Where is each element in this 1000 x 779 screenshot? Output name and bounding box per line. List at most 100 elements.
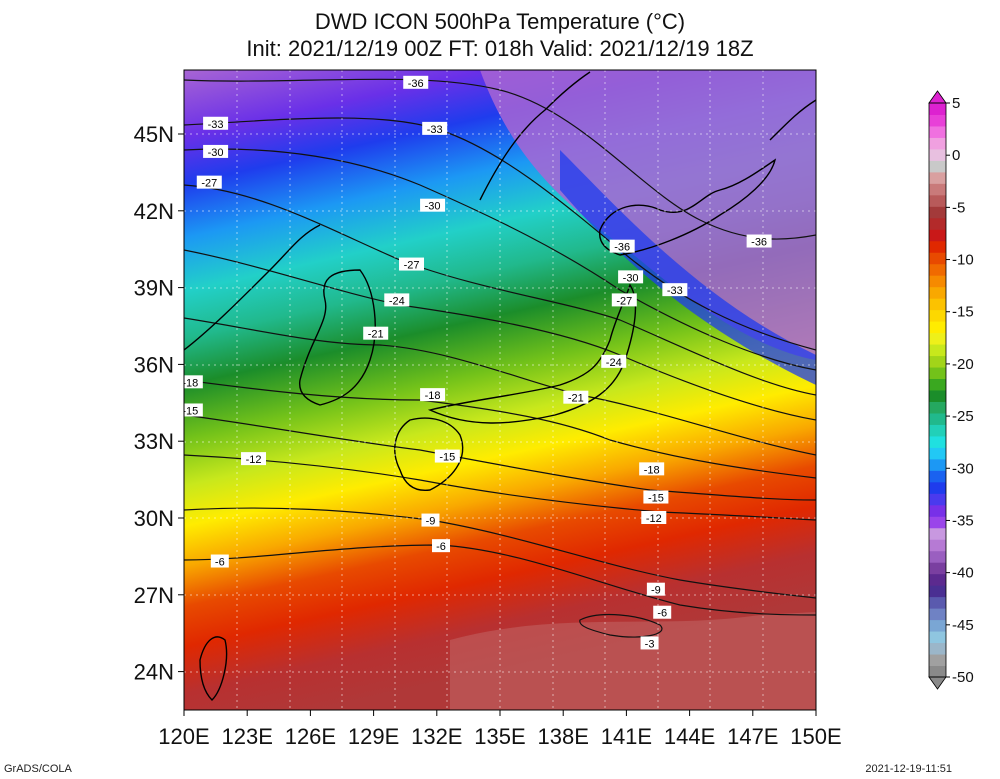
colorbar-segment [929, 332, 946, 345]
contour-label-bg [403, 75, 429, 89]
colorbar-segment [929, 654, 946, 667]
colorbar-segment [929, 103, 946, 115]
contour-label: -33 [203, 116, 229, 131]
contour-label-text: -15 [439, 452, 455, 464]
contour-label-text: -24 [606, 357, 622, 369]
y-tick-label: 33N [134, 429, 174, 454]
colorbar-segment [929, 585, 946, 598]
contour-label-text: -36 [408, 78, 424, 90]
contour-label-text: -3 [645, 638, 655, 650]
contour-label-bg [653, 605, 672, 619]
contour-label-bg [746, 234, 772, 248]
contour-label: -36 [609, 239, 635, 254]
colorbar-segment [929, 458, 946, 471]
contour-label-text: -18 [182, 377, 198, 389]
colorbar-segment [929, 412, 946, 425]
contour-label-bg [384, 293, 410, 307]
contour-label-bg [643, 490, 669, 504]
map-title-line2: Init: 2021/12/19 00Z FT: 018h Valid: 202… [246, 36, 754, 61]
colorbar-tick-label: -35 [952, 512, 974, 529]
contour-label-bg [646, 582, 665, 596]
contour-label: -3 [640, 636, 659, 650]
x-tick-label: 138E [538, 724, 589, 749]
colorbar-tick-label: -25 [952, 408, 974, 425]
contour-label-text: -21 [568, 393, 584, 405]
x-tick-label: 126E [285, 724, 336, 749]
colorbar-tick-label: -10 [952, 252, 974, 269]
contour-labels: -36 -33 -33 -30 -27 -30 -36 -36 -27 -30 -33 -24 -27 -… [182, 75, 772, 650]
colorbar-segment [929, 550, 946, 563]
contour-label-text: -12 [246, 454, 262, 466]
y-tick-label: 39N [134, 276, 174, 301]
contour-label-text: -9 [651, 585, 661, 597]
contour-label: -18 [420, 388, 446, 402]
colorbar-segment [929, 539, 946, 552]
contour-label-bg [639, 462, 665, 476]
contour-label-text: -33 [667, 285, 683, 297]
colorbar-segment [929, 217, 946, 230]
contour-label-bg [363, 326, 389, 340]
contour-label-text: -15 [182, 405, 198, 417]
colorbar-tick-label: 5 [952, 95, 960, 112]
map-title-line1: DWD ICON 500hPa Temperature (°C) [314, 9, 686, 34]
colorbar-segment [929, 125, 946, 138]
isotherm-lines [184, 78, 816, 638]
contour-label: -15 [182, 403, 203, 417]
colorbar-segment [929, 378, 946, 391]
contour-label-text: -36 [614, 242, 630, 254]
contour-label: -30 [420, 198, 446, 213]
contour-label-bg [399, 257, 425, 271]
colorbar-segment [929, 240, 946, 253]
contour-label-bg [210, 554, 229, 568]
colorbar-segment [929, 321, 946, 334]
contour-label: -12 [241, 452, 267, 466]
contour-label-bg [611, 293, 637, 307]
colorbar-segment [929, 206, 946, 219]
contour-label-bg [184, 375, 203, 389]
contour-label-text: -30 [208, 147, 224, 159]
colorbar-segment [929, 493, 946, 506]
colorbar-segment [929, 424, 946, 437]
colorbar-segment [929, 229, 946, 242]
y-tick-label: 36N [134, 352, 174, 377]
colorbar-segment [929, 642, 946, 655]
contour-label-text: -33 [427, 124, 443, 136]
jet-gradient-band [560, 150, 816, 385]
contour-label-text: -36 [751, 237, 767, 249]
colorbar-segment [929, 275, 946, 288]
colorbar-segment [929, 137, 946, 150]
colorbar-segment [929, 160, 946, 173]
colorbar-segment [929, 401, 946, 414]
colorbar-tick-label: -50 [952, 669, 974, 686]
colorbar-max-arrow [928, 90, 947, 104]
contour-label-bg [434, 449, 460, 463]
contour-label-text: -18 [644, 464, 660, 476]
contour-label-text: -6 [657, 608, 667, 620]
contour-label-text: -30 [425, 201, 441, 213]
colorbar-segment [929, 355, 946, 368]
contour-label-bg [196, 175, 222, 189]
contour-label-bg [420, 388, 446, 402]
x-tick-label: 141E [601, 724, 652, 749]
contour-label-text: -24 [389, 295, 405, 307]
contour-label: -30 [618, 270, 644, 284]
contour-label-bg [421, 513, 440, 527]
footer-credit: GrADS/COLA [4, 763, 72, 775]
contour-label-text: -27 [616, 295, 632, 307]
contour-label: -24 [384, 293, 410, 307]
colorbar: 5 0 -5 -10 -15 -20 -25 -30 -35 -40 -45 -50 [928, 90, 974, 690]
colorbar-tick-label: -5 [952, 199, 965, 216]
contour-label: -9 [421, 513, 440, 528]
warm-air-region [450, 612, 816, 710]
colorbar-segment [929, 148, 946, 161]
contour-label-text: -27 [404, 260, 420, 272]
colorbar-tick-label: -30 [952, 460, 974, 477]
contour-label: -15 [434, 449, 460, 464]
colorbar-tick-label: 0 [952, 147, 960, 164]
contour-label-text: -18 [425, 390, 441, 402]
contour-label-text: -27 [201, 178, 217, 190]
y-tick-label: 27N [134, 583, 174, 608]
contour-label-text: -33 [208, 119, 224, 131]
y-tick-label: 45N [134, 122, 174, 147]
